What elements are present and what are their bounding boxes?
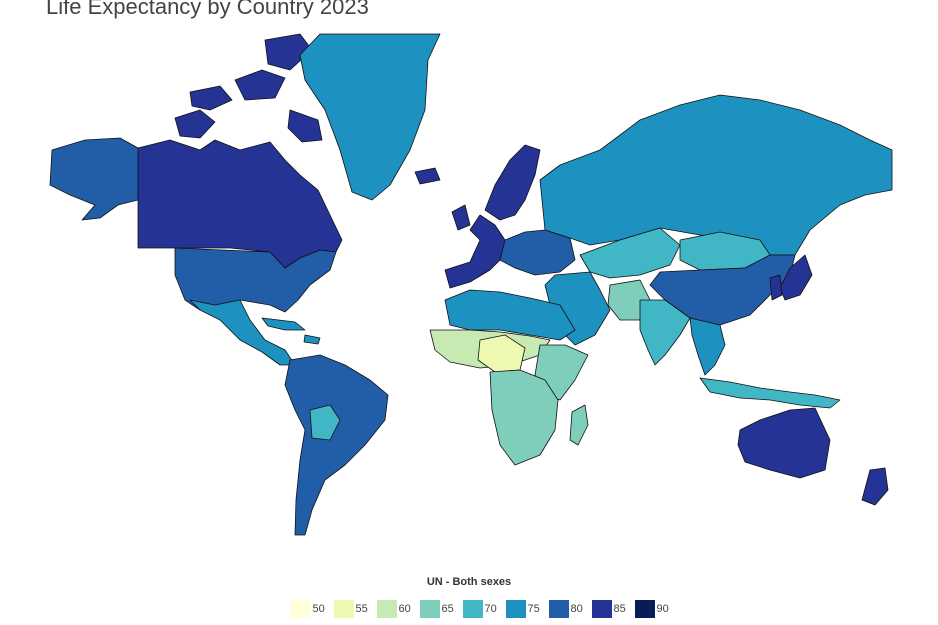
legend-swatch: [290, 600, 311, 618]
legend-item: 65: [419, 600, 460, 618]
legend-label: 60: [398, 603, 411, 615]
region-caribbean[interactable]: [261, 317, 321, 345]
region-iceland[interactable]: [414, 167, 441, 185]
world-map: [49, 33, 893, 536]
region-alaska[interactable]: [49, 137, 139, 221]
legend-label: 80: [570, 603, 583, 615]
region-united-states[interactable]: [174, 247, 337, 313]
region-canada[interactable]: [137, 33, 343, 269]
legend-label: 65: [441, 603, 454, 615]
map-title: Life Expectancy by Country 2023: [46, 0, 369, 19]
legend-scale: 50 55 60 65 70 75 80 85 90: [30, 600, 938, 618]
legend-swatch: [505, 600, 526, 618]
legend-label: 85: [613, 603, 626, 615]
legend-item: 55: [333, 600, 374, 618]
region-western-europe[interactable]: [444, 204, 506, 289]
legend-item: 85: [591, 600, 632, 618]
region-north-africa[interactable]: [444, 289, 576, 341]
legend-title: UN - Both sexes: [426, 576, 512, 588]
region-indonesia-and-papua-new-guinea[interactable]: [699, 377, 841, 409]
region-central-asia[interactable]: [579, 227, 681, 279]
region-bolivia[interactable]: [309, 404, 341, 441]
legend-swatch: [419, 600, 440, 618]
legend-item: 70: [462, 600, 503, 618]
region-madagascar[interactable]: [569, 404, 589, 446]
legend-item: 50: [290, 600, 331, 618]
region-new-zealand[interactable]: [861, 467, 889, 506]
legend-label: 70: [484, 603, 497, 615]
legend-swatch: [333, 600, 354, 618]
legend-item: 80: [548, 600, 589, 618]
region-korea[interactable]: [769, 274, 783, 301]
legend-item: 90: [634, 600, 675, 618]
legend-label: 75: [527, 603, 540, 615]
region-south-america[interactable]: [284, 354, 389, 536]
legend-label: 55: [355, 603, 368, 615]
legend-swatch: [634, 600, 655, 618]
region-greenland[interactable]: [299, 33, 441, 201]
legend-label: 50: [312, 603, 325, 615]
region-southeast-asia[interactable]: [689, 317, 726, 376]
region-russia[interactable]: [539, 94, 893, 256]
legend-swatch: [548, 600, 569, 618]
region-australia[interactable]: [737, 407, 831, 479]
region-eastern-europe[interactable]: [499, 229, 576, 276]
legend-swatch: [376, 600, 397, 618]
region-southern-africa[interactable]: [489, 369, 559, 466]
legend: UN - Both sexes 50 55 60 65 70 75 80 85 90: [0, 576, 938, 618]
region-india[interactable]: [639, 299, 691, 366]
legend-swatch: [462, 600, 483, 618]
legend-label: 90: [656, 603, 669, 615]
legend-item: 60: [376, 600, 417, 618]
region-scandinavia[interactable]: [484, 144, 541, 221]
legend-item: 75: [505, 600, 546, 618]
legend-swatch: [591, 600, 612, 618]
